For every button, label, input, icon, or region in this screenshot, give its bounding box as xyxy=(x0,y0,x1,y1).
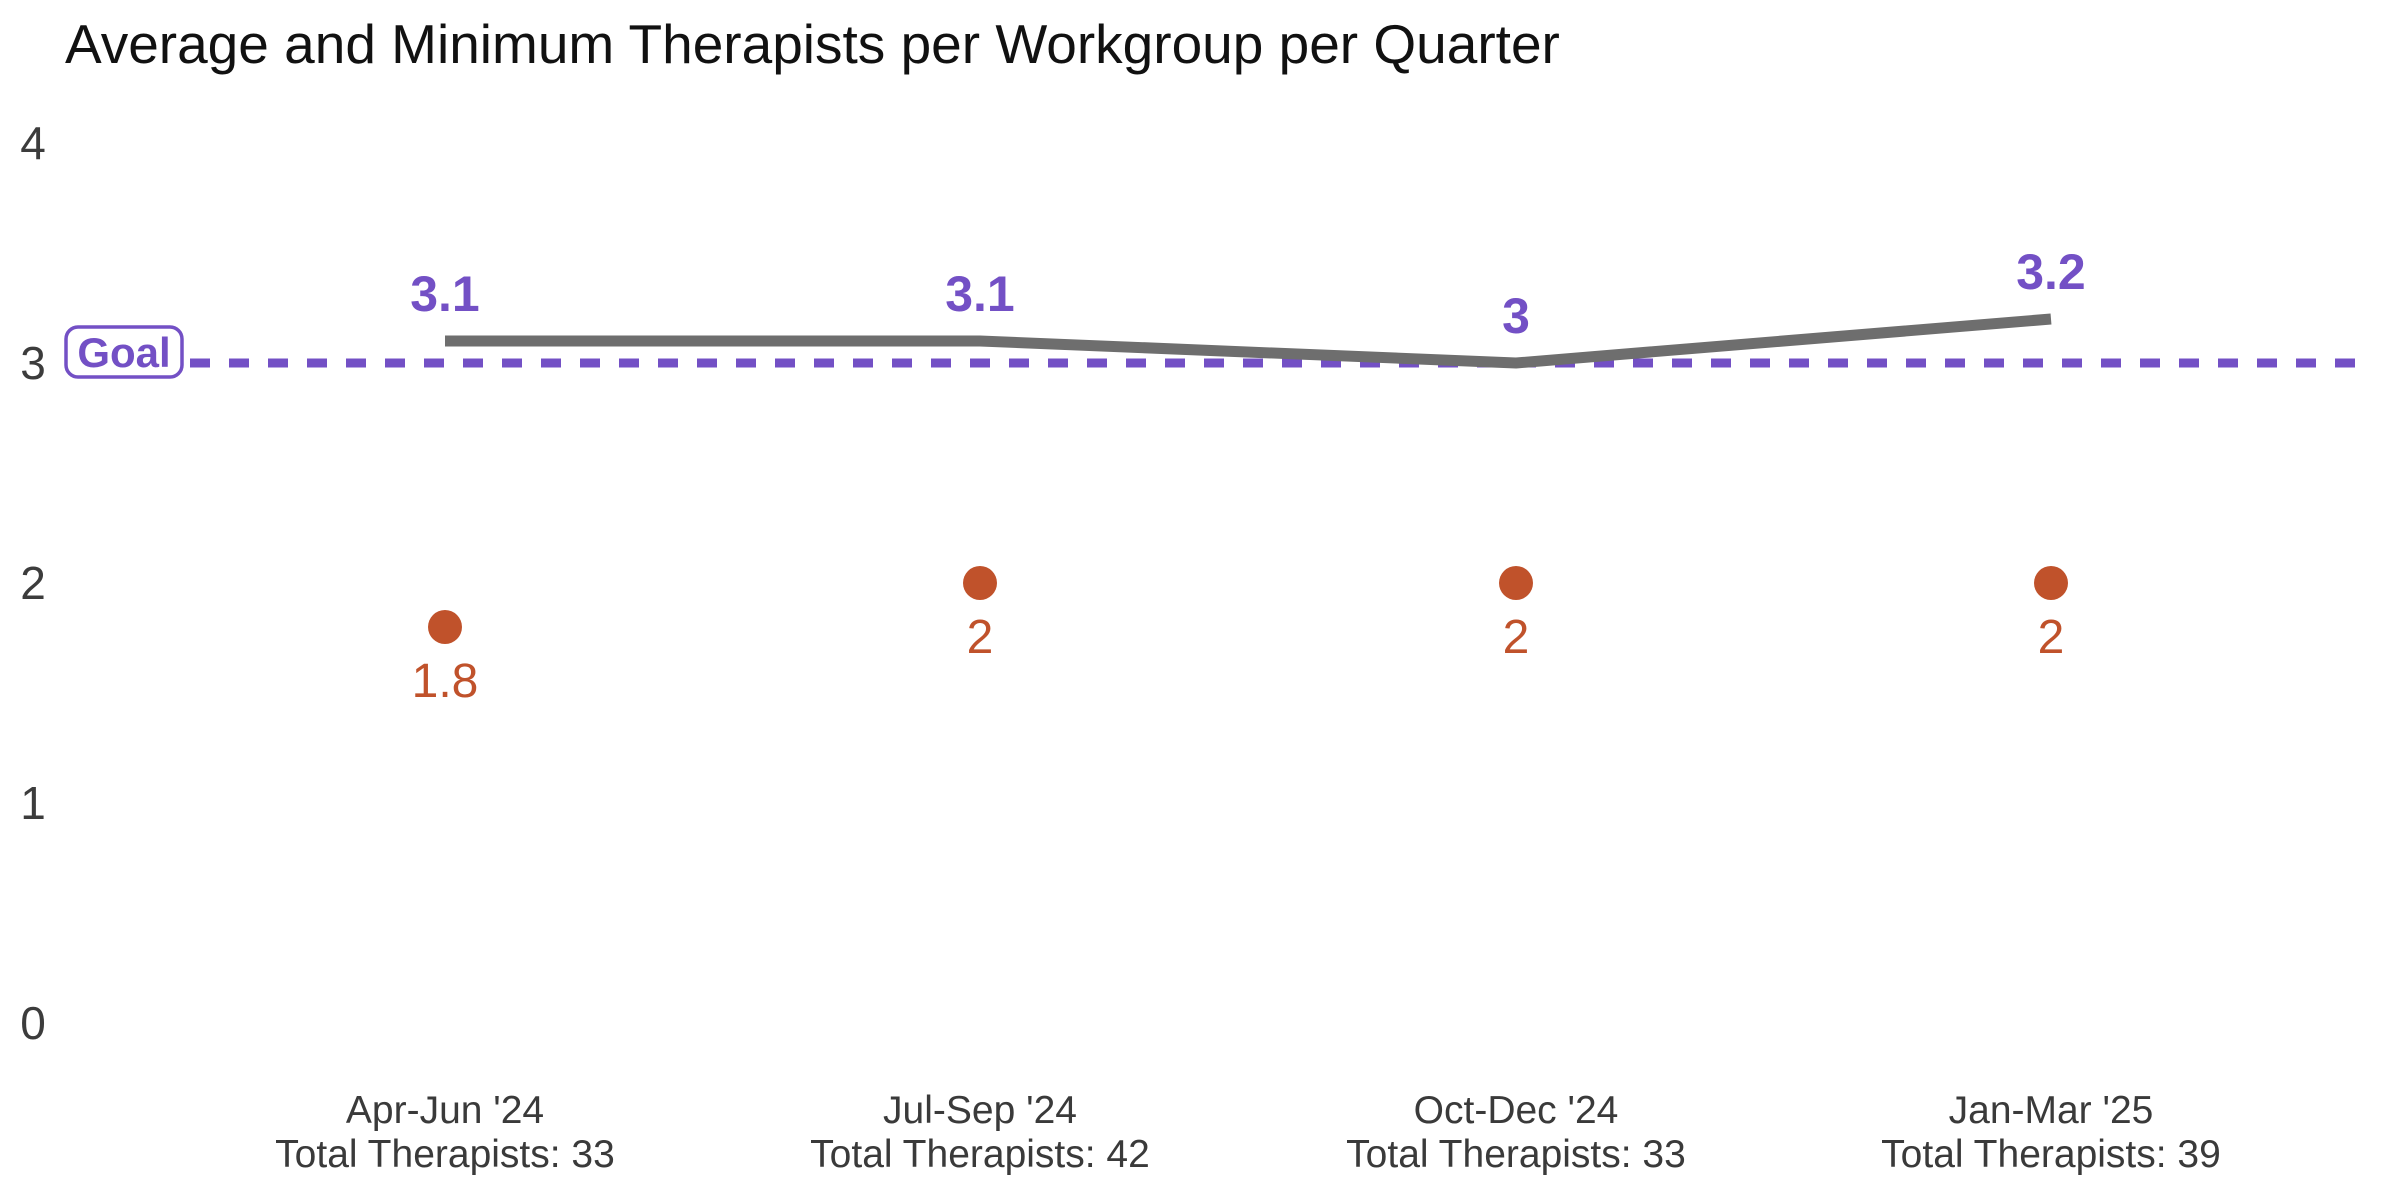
x-axis-quarter-label: Apr-Jun '24 xyxy=(346,1089,544,1132)
x-axis-total-therapists-label: Total Therapists: 39 xyxy=(1881,1133,2221,1176)
average-point-label: 3.2 xyxy=(2016,244,2086,300)
goal-label-box xyxy=(64,325,184,379)
y-axis-tick-label: 1 xyxy=(20,777,46,829)
minimum-point-label: 1.8 xyxy=(412,655,479,708)
minimum-point-label: 2 xyxy=(2038,611,2065,664)
y-axis-tick-label: 3 xyxy=(20,337,46,389)
minimum-point-dot[interactable] xyxy=(2034,566,2068,600)
x-axis-quarter-label: Oct-Dec '24 xyxy=(1414,1089,1619,1132)
x-axis-total-therapists-label: Total Therapists: 33 xyxy=(1346,1133,1686,1176)
x-axis-total-therapists-label: Total Therapists: 42 xyxy=(810,1133,1150,1176)
y-axis-tick-label: 2 xyxy=(20,557,46,609)
minimum-point-label: 2 xyxy=(1503,611,1530,664)
x-axis-quarter-label: Jan-Mar '25 xyxy=(1949,1089,2154,1132)
chart-title: Average and Minimum Therapists per Workg… xyxy=(65,13,1560,75)
goal-label: Goal xyxy=(77,329,170,376)
average-point-label: 3.1 xyxy=(410,266,480,322)
minimum-point-label: 2 xyxy=(967,611,994,664)
y-axis-tick-label: 4 xyxy=(20,117,46,169)
y-axis-tick-label: 0 xyxy=(20,997,46,1049)
minimum-point-dot[interactable] xyxy=(1499,566,1533,600)
average-point-label: 3.1 xyxy=(945,266,1015,322)
minimum-point-dot[interactable] xyxy=(963,566,997,600)
average-point-label: 3 xyxy=(1502,288,1530,344)
minimum-point-dot[interactable] xyxy=(428,610,462,644)
average-series-line[interactable] xyxy=(445,313,2052,369)
x-axis-total-therapists-label: Total Therapists: 33 xyxy=(275,1133,615,1176)
x-axis-quarter-label: Jul-Sep '24 xyxy=(883,1089,1077,1132)
